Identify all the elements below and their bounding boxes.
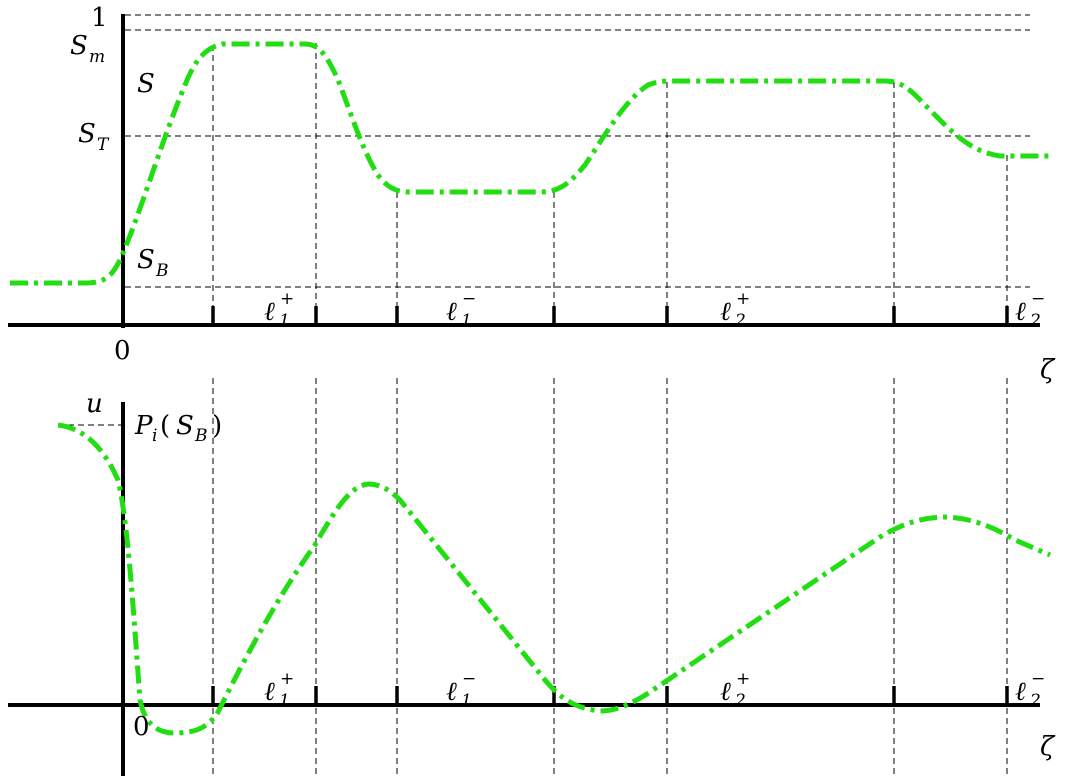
bottom-l1m-base: ℓ bbox=[446, 677, 457, 707]
bottom-panel: u P i ( S B ) 0 ζ ℓ + 1 ℓ − 1 ℓ + 2 ℓ bbox=[8, 378, 1056, 776]
top-l1m-sub: 1 bbox=[461, 311, 472, 331]
level-label-st: S T bbox=[78, 119, 110, 155]
level-label-sb: S B bbox=[137, 245, 169, 281]
level-label-sb-sub: B bbox=[155, 261, 169, 281]
curve-label-s: S bbox=[137, 69, 155, 99]
level-label-st-sub: T bbox=[97, 135, 110, 155]
bottom-l2m-base: ℓ bbox=[1015, 677, 1026, 707]
pi-sb-label: P i ( S B ) bbox=[134, 411, 222, 446]
top-interval-l2-minus: ℓ − 2 bbox=[1015, 289, 1045, 331]
bottom-l2p-sub: 2 bbox=[734, 691, 746, 711]
bottom-l1m-sub: 1 bbox=[461, 691, 472, 711]
pi-label-i: i bbox=[152, 426, 157, 446]
bottom-l2p-sup: + bbox=[736, 669, 750, 689]
bottom-l2m-sub: 2 bbox=[1029, 691, 1041, 711]
top-l2m-base: ℓ bbox=[1015, 297, 1026, 327]
pi-label-close: ) bbox=[212, 411, 222, 441]
bottom-interval-l1-plus: ℓ + 1 bbox=[264, 669, 294, 711]
bottom-l1p-sup: + bbox=[280, 669, 294, 689]
top-interval-l2-plus: ℓ + 2 bbox=[720, 289, 750, 331]
u-curve bbox=[57, 422, 1051, 736]
top-panel: S 1 S m S T S B 0 ζ ℓ + 1 ℓ − 1 ℓ + bbox=[8, 3, 1056, 385]
pi-label-p: P bbox=[134, 411, 153, 441]
top-l1p-sup: + bbox=[280, 289, 294, 309]
top-origin-label: 0 bbox=[114, 336, 131, 366]
top-l1m-base: ℓ bbox=[446, 297, 457, 327]
bottom-l1p-base: ℓ bbox=[264, 677, 275, 707]
level-label-sm-base: S bbox=[70, 31, 88, 61]
bottom-interval-l1-minus: ℓ − 1 bbox=[446, 669, 476, 711]
level-label-sm-sub: m bbox=[89, 47, 105, 67]
top-l1p-sub: 1 bbox=[279, 311, 290, 331]
top-l2p-base: ℓ bbox=[720, 297, 731, 327]
level-label-one: 1 bbox=[91, 3, 108, 33]
top-l1p-base: ℓ bbox=[264, 297, 275, 327]
top-l2p-sub: 2 bbox=[734, 311, 746, 331]
level-label-sm: S m bbox=[70, 31, 105, 67]
bottom-interval-l2-plus: ℓ + 2 bbox=[720, 669, 750, 711]
top-l2m-sub: 2 bbox=[1029, 311, 1041, 331]
top-l2m-sup: − bbox=[1031, 289, 1045, 309]
s-curve bbox=[10, 41, 1050, 286]
u-axis-label: u bbox=[86, 389, 103, 419]
bottom-l1m-sup: − bbox=[462, 669, 476, 689]
top-l1m-sup: − bbox=[462, 289, 476, 309]
bottom-l2m-sup: − bbox=[1031, 669, 1045, 689]
pi-label-b: B bbox=[194, 426, 208, 446]
top-l2p-sup: + bbox=[736, 289, 750, 309]
top-interval-l1-plus: ℓ + 1 bbox=[264, 289, 294, 331]
pi-label-open: ( bbox=[160, 411, 170, 441]
pi-label-s: S bbox=[176, 411, 194, 441]
bottom-origin-label: 0 bbox=[133, 712, 150, 742]
bottom-interval-l2-minus: ℓ − 2 bbox=[1015, 669, 1045, 711]
bottom-l1p-sub: 1 bbox=[279, 691, 290, 711]
level-label-st-base: S bbox=[78, 119, 96, 149]
level-label-sb-base: S bbox=[137, 245, 155, 275]
bottom-x-axis-label: ζ bbox=[1040, 732, 1056, 762]
top-x-axis-label: ζ bbox=[1040, 355, 1056, 385]
bottom-l2p-base: ℓ bbox=[720, 677, 731, 707]
top-interval-l1-minus: ℓ − 1 bbox=[446, 289, 476, 331]
